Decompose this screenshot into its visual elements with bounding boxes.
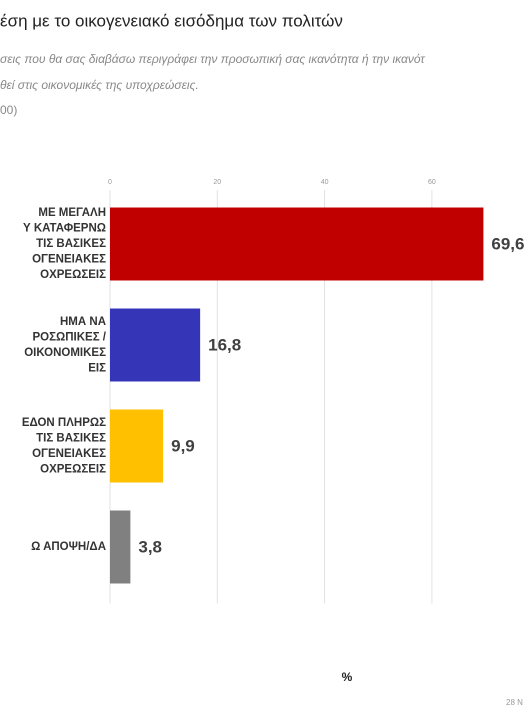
- y-tick-label: ΟΓΕΝΕΙΑΚΕΣ: [32, 448, 106, 460]
- y-tick-label: ΡΟΣΩΠΙΚΕΣ /: [32, 331, 106, 343]
- chart-title: έση με το οικογενειακό εισόδημα των πολι…: [0, 11, 343, 30]
- subtitle: σεις που θα σας διαβάσω περιγράφει την π…: [0, 52, 426, 66]
- footer: 28 Ν: [506, 698, 523, 707]
- x-tick-label: 60: [428, 179, 436, 186]
- x-tick-label: 20: [213, 179, 221, 186]
- data-label: 16,8: [208, 335, 241, 354]
- y-tick-label: Ω ΑΠΟΨΗ/ΔΑ: [31, 541, 106, 553]
- data-label: 69,6: [491, 234, 524, 253]
- bar: [110, 510, 131, 584]
- y-tick-label: ΜΕ ΜΕΓΑΛΗ: [38, 207, 106, 219]
- y-tick-label: ΤΙΣ ΒΑΣΙΚΕΣ: [36, 238, 106, 250]
- subtitle: 00): [0, 103, 17, 117]
- y-tick-label: Υ ΚΑΤΑΦΕΡΝΩ: [23, 223, 106, 235]
- bar: [110, 207, 484, 281]
- bar: [110, 308, 201, 382]
- y-tick-label: ΟΧΡΕΩΣΕΙΣ: [40, 463, 106, 475]
- data-label: 9,9: [171, 436, 195, 455]
- y-tick-label: ΕΙΣ: [88, 362, 106, 374]
- x-axis-label: %: [342, 670, 353, 684]
- y-tick-label: ΗΜΑ ΝΑ: [60, 316, 106, 328]
- x-tick-label: 0: [108, 179, 112, 186]
- y-tick-label: ΟΓΕΝΕΙΑΚΕΣ: [32, 254, 106, 266]
- y-tick-label: ΕΔΟΝ ΠΛΗΡΩΣ: [22, 417, 106, 429]
- y-tick-label: ΟΙΚΟΝΟΜΙΚΕΣ: [24, 347, 106, 359]
- y-tick-label: ΟΧΡΕΩΣΕΙΣ: [40, 269, 106, 281]
- subtitle: θεί στις οικονομικές της υποχρεώσεις.: [0, 78, 199, 92]
- x-tick-label: 40: [321, 179, 329, 186]
- data-label: 3,8: [138, 537, 162, 556]
- bar: [110, 409, 164, 483]
- y-tick-label: ΤΙΣ ΒΑΣΙΚΕΣ: [36, 432, 106, 444]
